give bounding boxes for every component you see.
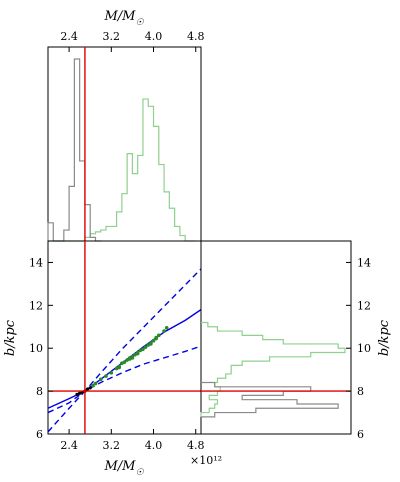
top-histogram-panel: 2.4 3.2 4.0 4.8 M/M☉ bbox=[47, 9, 204, 242]
main-y-tick-label: 6 bbox=[36, 428, 43, 441]
top-axis-ticks: 2.4 3.2 4.0 4.8 bbox=[60, 30, 204, 52]
top-tick-label: 4.0 bbox=[145, 30, 163, 43]
main-clipped-group bbox=[48, 241, 201, 434]
green-point bbox=[151, 338, 156, 343]
main-xlabel: M/M☉ bbox=[103, 459, 144, 478]
dashed-lower-curve bbox=[48, 345, 201, 433]
x-multiplier: ×10¹² bbox=[190, 454, 222, 467]
main-y-tick-label: 14 bbox=[29, 256, 43, 269]
right-y-tick-label: 14 bbox=[357, 256, 371, 269]
right-y-tick-label: 6 bbox=[357, 428, 364, 441]
green-point bbox=[117, 365, 122, 370]
top-xlabel: M/M☉ bbox=[103, 9, 144, 28]
right-panel-frame bbox=[200, 240, 352, 435]
green-point bbox=[122, 360, 127, 364]
green-point bbox=[154, 335, 158, 340]
right-histogram-panel: 6 8 10 12 14 b/kpc bbox=[200, 240, 392, 441]
black-point bbox=[88, 386, 92, 390]
green-point bbox=[98, 377, 103, 382]
green-point bbox=[162, 329, 166, 333]
top-green-histogram bbox=[48, 98, 196, 242]
main-panel-frame bbox=[47, 240, 202, 435]
right-y-tick-label: 12 bbox=[357, 299, 371, 312]
black-point bbox=[75, 392, 79, 396]
green-point bbox=[141, 347, 145, 352]
green-point bbox=[156, 333, 161, 338]
black-point bbox=[85, 387, 90, 391]
green-point bbox=[164, 326, 169, 330]
green-point bbox=[109, 371, 114, 375]
right-gray-histogram bbox=[201, 381, 339, 418]
main-y-tick-label: 10 bbox=[29, 342, 43, 355]
right-axis-ticks: 6 8 10 12 14 bbox=[346, 256, 371, 441]
top-hist-layer bbox=[47, 47, 196, 242]
right-ylabel: b/kpc bbox=[377, 319, 392, 356]
main-x-tick-label: 4.0 bbox=[145, 439, 163, 452]
green-point bbox=[143, 345, 148, 349]
top-gray-histogram bbox=[47, 58, 101, 242]
black-point bbox=[78, 391, 82, 395]
main-y-tick-label: 8 bbox=[36, 385, 43, 398]
right-y-tick-label: 10 bbox=[357, 342, 371, 355]
green-point bbox=[91, 383, 95, 388]
main-x-tick-label: 2.4 bbox=[60, 439, 78, 452]
green-point bbox=[93, 381, 98, 386]
main-x-tick-label: 4.8 bbox=[187, 439, 205, 452]
right-hist-layer bbox=[200, 321, 351, 418]
top-tick-label: 4.8 bbox=[187, 30, 205, 43]
top-tick-label: 3.2 bbox=[103, 30, 121, 43]
main-panel: 2.4 3.2 4.0 4.8 6 8 10 12 14 M/M☉ b/kpc ×10¹² bbox=[3, 240, 222, 478]
main-layer bbox=[48, 241, 201, 434]
right-green-histogram bbox=[200, 321, 346, 417]
right-y-tick-label: 8 bbox=[357, 385, 364, 398]
green-point bbox=[149, 342, 153, 346]
solid-curve bbox=[48, 309, 201, 409]
green-point bbox=[104, 374, 108, 378]
main-x-tick-label: 3.2 bbox=[103, 439, 121, 452]
top-panel-frame bbox=[47, 46, 202, 242]
main-ylabel: b/kpc bbox=[3, 319, 18, 356]
green-point bbox=[135, 351, 140, 356]
main-y-tick-label: 12 bbox=[29, 299, 43, 312]
top-tick-label: 2.4 bbox=[60, 30, 78, 43]
main-axis-ticks: 2.4 3.2 4.0 4.8 6 8 10 12 14 bbox=[29, 256, 204, 452]
green-point bbox=[130, 356, 135, 360]
